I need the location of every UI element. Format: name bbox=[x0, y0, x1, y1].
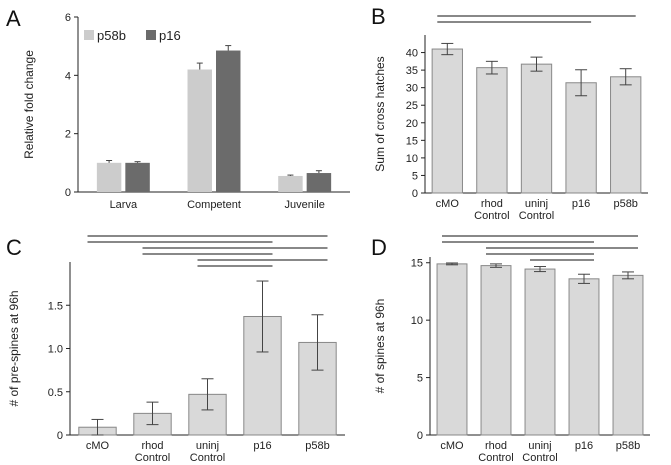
bar bbox=[96, 162, 122, 192]
y-tick-label: 0 bbox=[412, 188, 418, 200]
x-tick-label: Control bbox=[519, 210, 554, 222]
legend-swatch bbox=[84, 30, 94, 40]
y-tick-label: 10 bbox=[411, 315, 423, 327]
y-tick-label: 10 bbox=[406, 153, 418, 165]
bar bbox=[431, 48, 463, 194]
x-tick-label: rhod bbox=[485, 440, 507, 452]
x-tick-label: Juvenile bbox=[284, 199, 324, 211]
y-tick-label: 30 bbox=[406, 83, 418, 95]
x-tick-label: p16 bbox=[575, 440, 593, 452]
y-tick-label: 15 bbox=[411, 258, 423, 270]
x-tick-label: Control bbox=[190, 452, 225, 464]
x-tick-label: Control bbox=[478, 452, 513, 464]
x-tick-label: cMO bbox=[436, 198, 460, 210]
y-axis-label: # of pre-spines at 96h bbox=[7, 290, 21, 406]
x-tick-label: rhod bbox=[141, 440, 163, 452]
x-tick-label: cMO bbox=[86, 440, 110, 452]
x-tick-label: p58b bbox=[613, 198, 637, 210]
x-tick-label: uninj bbox=[525, 198, 548, 210]
bar bbox=[480, 265, 512, 436]
bar bbox=[187, 69, 212, 192]
y-axis-label: Relative fold change bbox=[22, 50, 36, 159]
y-tick-label: 25 bbox=[406, 100, 418, 112]
panel-letter: D bbox=[371, 235, 387, 260]
y-tick-label: 0.5 bbox=[48, 387, 63, 399]
x-tick-label: uninj bbox=[196, 440, 219, 452]
panel-c: C # of pre-spines at 96h 0 0.5 1.0 1.5 cMO rhod… bbox=[6, 235, 345, 464]
bar bbox=[568, 278, 600, 436]
bar bbox=[524, 268, 556, 436]
y-tick-label: 20 bbox=[406, 118, 418, 130]
panel-a: A Relative fold change 0 2 4 6 Larva Competent J… bbox=[6, 6, 350, 211]
x-tick-label: Control bbox=[522, 452, 557, 464]
y-tick-label: 2 bbox=[65, 129, 71, 141]
y-axis-label: # of spines at 96h bbox=[373, 299, 387, 394]
legend-swatch bbox=[146, 30, 156, 40]
panel-letter: B bbox=[371, 4, 386, 29]
y-tick-label: 4 bbox=[65, 70, 71, 82]
bar bbox=[216, 50, 241, 192]
y-tick-label: 1.5 bbox=[48, 300, 63, 312]
bar bbox=[520, 63, 553, 194]
bar bbox=[306, 173, 332, 192]
y-tick-label: 5 bbox=[417, 373, 423, 385]
legend-label: p58b bbox=[97, 28, 126, 43]
y-tick-label: 15 bbox=[406, 135, 418, 147]
bar bbox=[610, 76, 642, 194]
panel-letter: A bbox=[6, 6, 21, 31]
x-tick-label: cMO bbox=[440, 440, 464, 452]
x-tick-label: p58b bbox=[305, 440, 329, 452]
panel-letter: C bbox=[6, 235, 22, 260]
x-tick-label: Control bbox=[135, 452, 170, 464]
y-tick-label: 5 bbox=[412, 170, 418, 182]
y-tick-label: 35 bbox=[406, 65, 418, 77]
x-tick-label: uninj bbox=[528, 440, 551, 452]
bar bbox=[436, 263, 468, 436]
x-tick-label: p16 bbox=[253, 440, 271, 452]
x-tick-label: p58b bbox=[616, 440, 640, 452]
x-tick-label: Larva bbox=[110, 199, 138, 211]
y-tick-label: 0 bbox=[57, 430, 63, 442]
x-tick-label: Competent bbox=[187, 199, 241, 211]
bar bbox=[476, 67, 508, 194]
y-axis-label: Sum of cross hatches bbox=[373, 56, 387, 171]
panel-b: B Sum of cross hatches 0 5 10 15 20 25 30 35 40 cMO… bbox=[371, 4, 648, 222]
legend-label: p16 bbox=[159, 28, 181, 43]
y-tick-label: 40 bbox=[406, 48, 418, 60]
x-tick-label: p16 bbox=[572, 198, 590, 210]
y-tick-label: 0 bbox=[417, 430, 423, 442]
y-tick-label: 6 bbox=[65, 12, 71, 24]
bar bbox=[278, 175, 303, 192]
x-tick-label: rhod bbox=[481, 198, 503, 210]
x-tick-label: Control bbox=[474, 210, 509, 222]
y-tick-label: 0 bbox=[65, 187, 71, 199]
bar bbox=[125, 162, 150, 192]
y-tick-label: 1.0 bbox=[48, 344, 63, 356]
bar bbox=[565, 82, 597, 194]
bar bbox=[612, 274, 644, 436]
